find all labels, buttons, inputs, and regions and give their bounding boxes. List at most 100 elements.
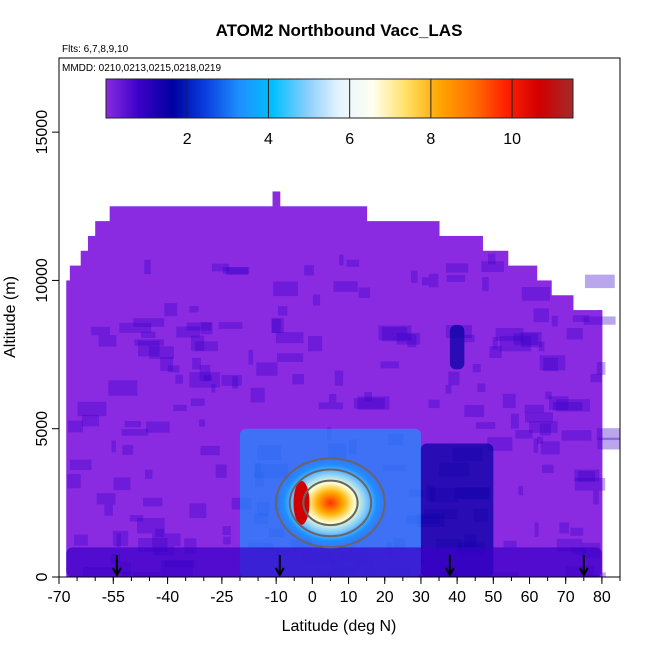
- heatmap-column: [551, 295, 574, 577]
- x-tick-label: 70: [557, 589, 575, 606]
- heatmap-texture: [596, 428, 620, 441]
- heatmap-texture: [124, 421, 142, 428]
- colorbar-tick-label: 8: [426, 131, 435, 148]
- x-tick-label: 80: [593, 589, 611, 606]
- heatmap-texture: [566, 328, 583, 340]
- heatmap-texture: [537, 436, 544, 444]
- heatmap-texture: [271, 319, 281, 333]
- heatmap-texture: [164, 303, 178, 317]
- heatmap-texture: [510, 413, 519, 429]
- heatmap-column: [95, 221, 111, 577]
- heatmap-texture: [144, 259, 151, 275]
- heatmap-texture: [520, 331, 542, 348]
- heatmap-texture: [129, 515, 144, 522]
- heatmap-texture: [211, 384, 216, 393]
- colorbar-tick-label: 4: [264, 131, 273, 148]
- heatmap-texture: [111, 440, 116, 453]
- heatmap-texture: [489, 346, 502, 358]
- x-tick-label: 30: [412, 589, 430, 606]
- heatmap-texture: [539, 423, 551, 436]
- heatmap-texture: [138, 340, 160, 357]
- heatmap-texture: [271, 317, 284, 334]
- y-tick-label: 15000: [34, 110, 51, 155]
- heatmap-texture: [154, 576, 178, 577]
- heatmap-texture: [481, 261, 504, 273]
- heatmap-texture: [597, 437, 620, 450]
- heatmap-texture: [525, 412, 553, 423]
- chart-title: ATOM2 Northbound Vacc_LAS: [216, 21, 463, 40]
- heatmap-texture: [134, 339, 164, 346]
- heatmap-texture: [524, 404, 545, 413]
- x-tick-label: -55: [102, 589, 125, 606]
- heatmap-texture: [552, 401, 583, 411]
- x-tick-label: 20: [376, 589, 394, 606]
- x-tick-label: -40: [156, 589, 179, 606]
- heatmap-texture: [533, 308, 550, 323]
- heatmap-texture: [464, 404, 485, 418]
- heatmap-texture: [539, 355, 566, 371]
- heatmap-texture: [551, 315, 558, 327]
- heatmap-texture: [538, 341, 545, 352]
- x-tick-label: 40: [448, 589, 466, 606]
- heatmap-texture: [583, 316, 616, 325]
- x-tick-label: -70: [47, 589, 70, 606]
- colorbar-ticks: 2 4 6 8 10: [183, 79, 521, 148]
- heatmap-texture: [353, 398, 385, 409]
- heatmap-texture: [200, 445, 220, 456]
- heatmap-texture: [334, 370, 344, 386]
- heatmap-texture: [339, 254, 344, 266]
- heatmap-texture: [477, 383, 486, 393]
- heatmap-texture: [584, 274, 615, 289]
- heatmap-texture: [518, 485, 523, 496]
- heatmap-texture: [574, 477, 606, 491]
- heatmap-texture: [143, 497, 163, 507]
- heatmap-texture: [160, 357, 174, 372]
- heatmap-texture: [590, 373, 602, 383]
- heatmap-texture: [503, 540, 517, 548]
- heatmap-texture: [499, 335, 532, 352]
- heatmap-texture: [428, 273, 439, 288]
- x-tick-label: 60: [521, 589, 539, 606]
- heatmap-texture: [561, 430, 592, 441]
- heatmap-column: [272, 191, 281, 577]
- heatmap-texture: [292, 373, 305, 385]
- heatmap-texture: [77, 401, 107, 417]
- heatmap-texture: [382, 326, 408, 342]
- heatmap-area: [66, 191, 620, 577]
- enhanced-region: [449, 324, 465, 370]
- latitude-markers: [112, 555, 589, 578]
- heatmap-texture: [333, 281, 358, 292]
- heatmap-texture: [277, 353, 304, 362]
- heatmap-column: [80, 250, 89, 577]
- y-tick-label: 0: [34, 572, 51, 581]
- heatmap-texture: [559, 522, 569, 534]
- heatmap-texture: [167, 365, 180, 373]
- hotspot: [276, 458, 385, 548]
- colorbar-tick-label: 2: [183, 131, 192, 148]
- heatmap-texture: [570, 527, 584, 536]
- heatmap-texture: [364, 391, 373, 402]
- marker-arrow-head: [112, 567, 122, 578]
- heatmap-texture: [328, 394, 337, 403]
- heatmap-texture: [199, 419, 206, 427]
- heatmap-texture: [232, 376, 239, 389]
- heatmap-texture: [475, 422, 496, 429]
- heatmap-texture: [593, 490, 599, 505]
- heatmap-texture: [464, 334, 475, 343]
- heatmap-texture: [278, 306, 288, 316]
- heatmap-texture: [445, 263, 469, 273]
- heatmap-texture: [487, 437, 513, 451]
- enhanced-region: [420, 443, 494, 577]
- heatmap-texture: [194, 341, 218, 352]
- heatmap-texture: [203, 374, 213, 382]
- heatmap-texture: [199, 364, 211, 381]
- heatmap-texture: [304, 265, 314, 276]
- heatmap-texture: [577, 470, 596, 482]
- heatmap-texture: [502, 393, 516, 408]
- heatmap-column: [87, 235, 96, 577]
- heatmap-texture: [378, 325, 412, 341]
- heatmap-texture: [248, 349, 254, 365]
- heatmap-texture: [534, 522, 539, 537]
- heatmap-texture: [98, 335, 117, 347]
- heatmap-texture: [421, 277, 429, 286]
